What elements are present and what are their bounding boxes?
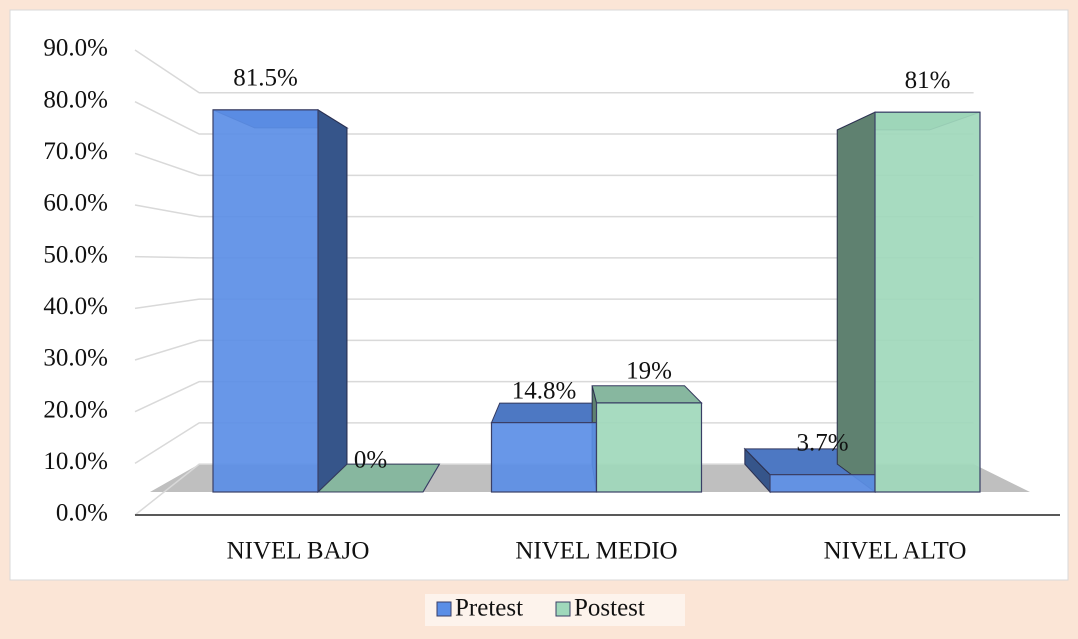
bar xyxy=(874,111,981,493)
x-tick-label: NIVEL BAJO xyxy=(227,538,370,565)
data-label: 19% xyxy=(626,358,672,385)
bar-side-shade xyxy=(744,448,770,492)
bar-top-shade xyxy=(592,385,702,403)
data-label: 81.5% xyxy=(233,65,298,92)
grid-line xyxy=(134,298,974,310)
data-label: 81% xyxy=(905,67,951,94)
grid-line xyxy=(134,255,974,259)
grid-line xyxy=(134,49,974,94)
y-tick-label: 10.0% xyxy=(43,448,108,475)
bar-side xyxy=(422,463,440,493)
grid-line xyxy=(134,204,974,218)
y-tick-label: 20.0% xyxy=(43,396,108,423)
grid-line xyxy=(134,339,974,361)
grid-line xyxy=(134,463,974,516)
grid-line xyxy=(134,422,974,464)
data-label: 0% xyxy=(354,447,387,474)
legend-label: Postest xyxy=(574,595,645,622)
bar xyxy=(212,109,319,493)
grid-line xyxy=(134,380,974,413)
y-tick-label: 60.0% xyxy=(43,190,108,217)
legend-swatch xyxy=(555,601,571,617)
bar xyxy=(595,402,703,493)
y-tick-label: 70.0% xyxy=(43,138,108,165)
bar-top-shade xyxy=(491,403,597,423)
bar xyxy=(490,422,598,493)
bar-side-shade xyxy=(837,112,875,492)
y-tick-label: 90.0% xyxy=(43,35,108,62)
y-tick-label: 80.0% xyxy=(43,86,108,113)
bar-top-shade xyxy=(318,464,440,492)
legend-box xyxy=(425,594,685,626)
legend-label: Pretest xyxy=(455,595,523,622)
y-tick-label: 50.0% xyxy=(43,241,108,268)
x-tick-label: NIVEL ALTO xyxy=(824,538,967,565)
legend-swatch xyxy=(436,601,452,617)
bar-side-shade xyxy=(318,109,348,492)
grid-line xyxy=(134,152,974,177)
x-tick-label: NIVEL MEDIO xyxy=(515,538,677,565)
y-tick-label: 30.0% xyxy=(43,345,108,372)
data-label: 14.8% xyxy=(512,377,577,404)
data-label: 3.7% xyxy=(796,429,848,456)
grid-line xyxy=(134,100,974,135)
y-tick-label: 40.0% xyxy=(43,293,108,320)
y-tick-label: 0.0% xyxy=(56,500,108,527)
bar xyxy=(769,474,876,493)
